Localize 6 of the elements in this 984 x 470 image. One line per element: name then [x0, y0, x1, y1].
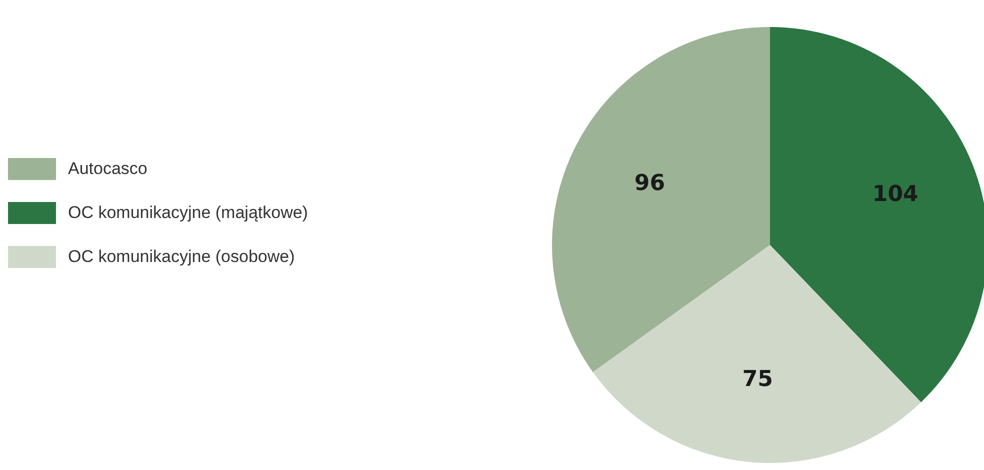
data-label: 75 — [742, 367, 773, 392]
legend-label: Autocasco — [68, 159, 148, 179]
data-label: 104 — [872, 182, 918, 208]
legend-label: OC komunikacyjne (majątkowe) — [68, 203, 308, 223]
data-label: 96 — [634, 170, 666, 196]
legend-label: OC komunikacyjne (osobowe) — [68, 247, 295, 267]
